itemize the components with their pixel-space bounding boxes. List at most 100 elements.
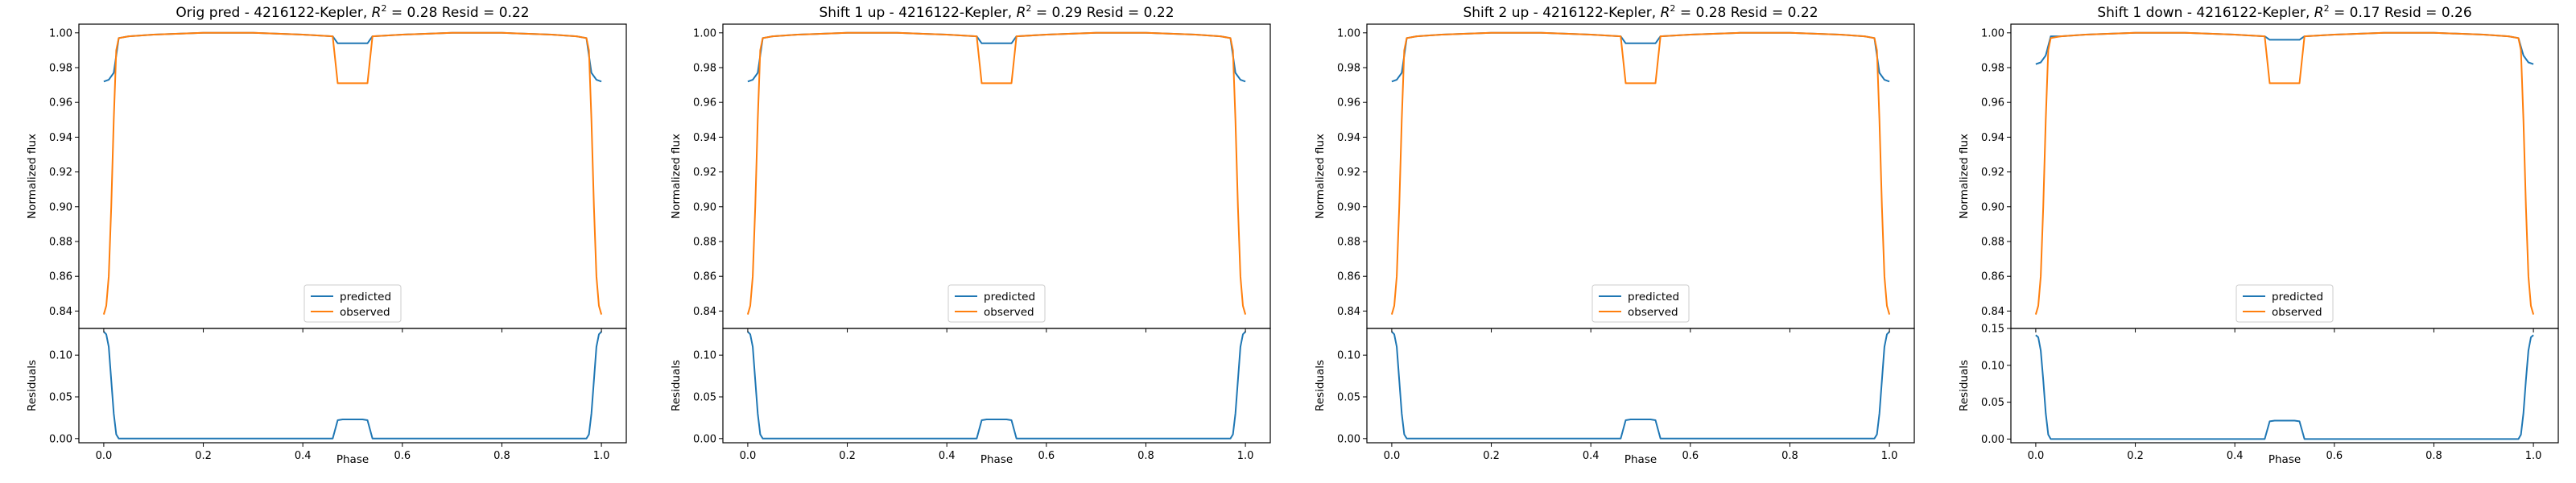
resid-tick-label: 0.00 [693, 433, 716, 445]
chart-panel-1: Orig pred - 4216122-Kepler, R2 = 0.28 Re… [26, 3, 627, 466]
legend-label-predicted: predicted [984, 291, 1035, 303]
observed-line [746, 31, 1247, 315]
residual-axis-label: Residuals [670, 360, 683, 411]
x-tick-label: 0.4 [1583, 450, 1600, 462]
chart-title-prefix: Shift 2 up - 4216122-Kepler, [1463, 5, 1660, 21]
flux-tick-label: 1.00 [49, 27, 72, 39]
flux-tick-label: 0.96 [1337, 97, 1360, 109]
r2-value: 0.17 [2350, 5, 2380, 21]
resid-tick-label: 0.10 [693, 350, 716, 362]
residual-axes-frame [722, 328, 1271, 444]
chart-title: Shift 2 up - 4216122-Kepler, R2 = 0.28 R… [1463, 3, 1818, 21]
residual-axes-frame [1366, 328, 1915, 444]
flux-tick-label: 0.94 [1981, 132, 2004, 144]
flux-tick-label: 0.94 [1337, 132, 1360, 144]
r2-exponent: 2 [1670, 3, 1675, 14]
residual-axis-label: Residuals [1958, 360, 1971, 411]
r2-exponent: 2 [381, 3, 386, 14]
flux-tick-label: 0.96 [49, 97, 72, 109]
legend-label-observed: observed [1628, 306, 1678, 319]
flux-tick-label: 0.92 [1981, 167, 2004, 179]
x-tick-label: 0.4 [2227, 450, 2244, 462]
legend-label-observed: observed [984, 306, 1034, 319]
flux-tick-label: 1.00 [1981, 27, 2004, 39]
x-tick-label: 0.8 [1137, 450, 1154, 462]
x-tick-label: 0.6 [2326, 450, 2343, 462]
residual-line [103, 331, 602, 440]
flux-axes-frame [1366, 23, 1915, 329]
flux-tick-label: 0.96 [1981, 97, 2004, 109]
x-tick-label: 0.2 [839, 450, 856, 462]
chart-panel-2: Shift 1 up - 4216122-Kepler, R2 = 0.29 R… [670, 3, 1271, 466]
legend: predicted observed [1591, 284, 1690, 323]
chart-title: Shift 1 down - 4216122-Kepler, R2 = 0.17… [2097, 3, 2471, 21]
flux-tick-label: 0.98 [693, 63, 716, 75]
flux-tick-label: 0.88 [693, 237, 716, 249]
flux-axes-frame [2010, 23, 2559, 329]
flux-tick-label: 1.00 [693, 27, 716, 39]
legend: predicted observed [947, 284, 1046, 323]
flux-tick-label: 0.88 [1981, 237, 2004, 249]
x-tick-label: 0.0 [2028, 450, 2045, 462]
flux-tick-label: 0.86 [1337, 271, 1360, 283]
chart-title-prefix: Orig pred - 4216122-Kepler, [175, 5, 371, 21]
flux-axis-label: Normalized flux [1958, 134, 1971, 219]
resid-value: Resid = 0.22 [1726, 5, 1818, 21]
flux-axis-label: Normalized flux [26, 134, 39, 219]
r2-value: 0.28 [1695, 5, 1726, 21]
flux-tick-label: 0.96 [693, 97, 716, 109]
x-axis-label: Phase [1624, 453, 1657, 466]
x-tick-label: 0.4 [295, 450, 312, 462]
residual-axes-frame [2010, 328, 2559, 444]
x-tick-label: 0.2 [195, 450, 212, 462]
legend-label-observed: observed [340, 306, 390, 319]
legend-box [947, 284, 1046, 323]
flux-tick-label: 0.90 [693, 201, 716, 213]
legend: predicted observed [2235, 284, 2334, 323]
resid-value: Resid = 0.22 [1082, 5, 1174, 21]
legend: predicted observed [303, 284, 402, 323]
r2-value: 0.29 [1051, 5, 1082, 21]
x-tick-label: 0.2 [2127, 450, 2144, 462]
x-tick-label: 0.4 [939, 450, 956, 462]
x-axis-label: Phase [980, 453, 1013, 466]
resid-tick-label: 0.05 [1981, 397, 2004, 409]
residual-axes-frame [78, 328, 627, 444]
resid-tick-label: 0.15 [1981, 324, 2004, 336]
flux-tick-label: 0.90 [1981, 201, 2004, 213]
flux-tick-label: 0.88 [1337, 237, 1360, 249]
flux-tick-label: 0.84 [1337, 306, 1360, 318]
chart-title-prefix: Shift 1 up - 4216122-Kepler, [819, 5, 1016, 21]
x-tick-label: 0.0 [96, 450, 113, 462]
flux-tick-label: 1.00 [1337, 27, 1360, 39]
flux-tick-label: 0.98 [1981, 63, 2004, 75]
resid-tick-label: 0.00 [1337, 433, 1360, 445]
x-tick-label: 0.6 [1682, 450, 1699, 462]
x-tick-label: 0.8 [2425, 450, 2442, 462]
flux-tick-label: 0.94 [49, 132, 72, 144]
resid-tick-label: 0.05 [49, 391, 72, 403]
x-tick-label: 0.8 [493, 450, 510, 462]
resid-tick-label: 0.05 [693, 391, 716, 403]
flux-tick-label: 0.92 [693, 167, 716, 179]
flux-axis-label: Normalized flux [670, 134, 683, 219]
residual-axis-label: Residuals [26, 360, 39, 411]
flux-tick-label: 0.98 [49, 63, 72, 75]
r2-symbol: R [1017, 5, 1026, 21]
flux-axis-label: Normalized flux [1314, 134, 1327, 219]
x-tick-label: 1.0 [1237, 450, 1254, 462]
r2-equals: = [1675, 5, 1695, 21]
r2-exponent: 2 [2324, 3, 2330, 14]
chart-panel-3: Shift 2 up - 4216122-Kepler, R2 = 0.28 R… [1314, 3, 1915, 466]
predicted-line [103, 31, 602, 83]
legend-label-observed: observed [2272, 306, 2322, 319]
legend-label-predicted: predicted [340, 291, 391, 303]
r2-symbol: R [1661, 5, 1670, 21]
residual-line [1391, 331, 1890, 440]
x-tick-label: 1.0 [593, 450, 610, 462]
resid-tick-label: 0.05 [1337, 391, 1360, 403]
chart-panel-4: Shift 1 down - 4216122-Kepler, R2 = 0.17… [1958, 3, 2559, 466]
observed-line [1390, 31, 1891, 315]
legend-label-predicted: predicted [2272, 291, 2323, 303]
